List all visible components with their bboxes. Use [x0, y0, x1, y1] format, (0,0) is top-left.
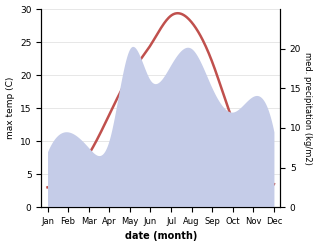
Y-axis label: max temp (C): max temp (C) — [5, 77, 15, 139]
X-axis label: date (month): date (month) — [125, 231, 197, 242]
Y-axis label: med. precipitation (kg/m2): med. precipitation (kg/m2) — [303, 52, 313, 165]
